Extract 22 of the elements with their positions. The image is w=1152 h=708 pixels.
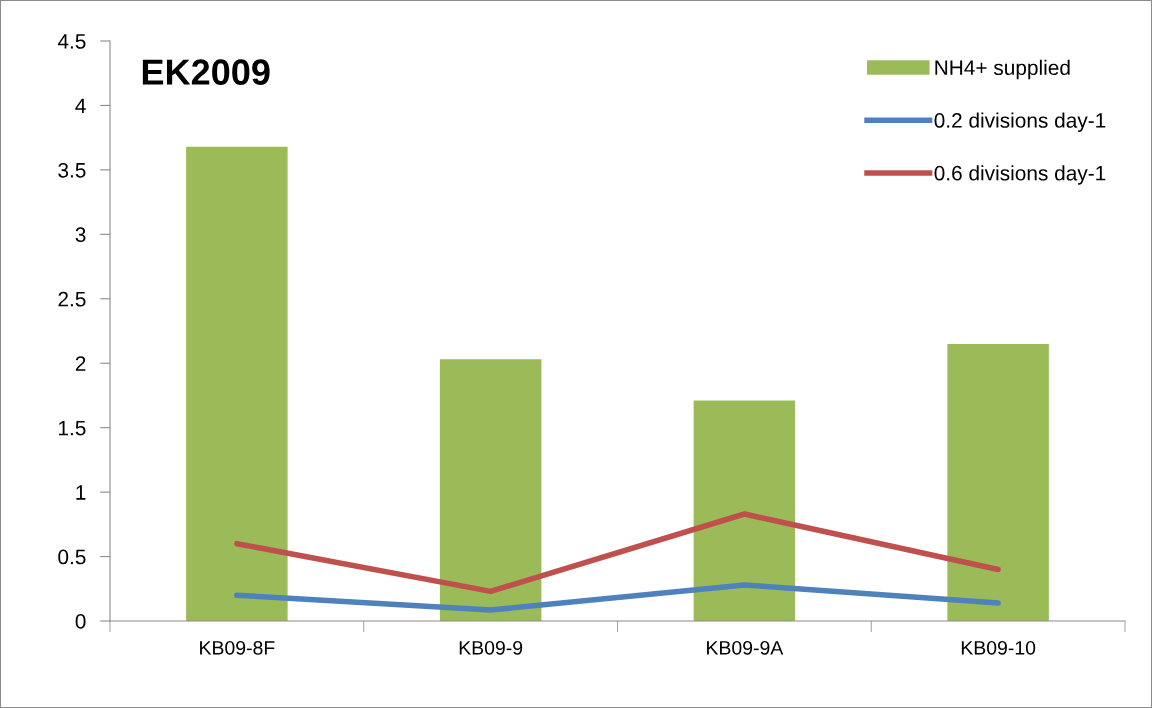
y-tick-label: 2: [75, 356, 86, 371]
bar: [439, 359, 542, 621]
legend-label: 0.2 divisions day-1: [934, 112, 1106, 132]
y-tick-label: 4: [75, 98, 86, 113]
legend-label: NH4+ supplied: [935, 59, 1070, 80]
bar: [186, 146, 288, 621]
y-tick-label: 3.5: [58, 162, 86, 178]
y-tick-label: 3: [75, 227, 86, 243]
y-tick-label: 0: [75, 614, 86, 629]
chart-title: EK2009: [142, 59, 270, 85]
x-tick-label: KB09-9A: [707, 640, 784, 655]
x-tick-label: KB09-10: [961, 640, 1036, 655]
x-tick-label: KB09-8F: [200, 640, 275, 655]
legend-label: 0.6 divisions day-1: [934, 165, 1106, 185]
y-tick-label: 1: [76, 485, 86, 500]
y-tick-label: 1.5: [59, 420, 86, 436]
bar: [947, 343, 1049, 621]
y-tick-label: 0.5: [58, 549, 86, 565]
y-tick-label: 2.5: [58, 291, 86, 307]
bar: [693, 400, 796, 621]
x-tick-label: KB09-9: [459, 640, 523, 655]
y-tick-label: 4.5: [57, 34, 86, 49]
